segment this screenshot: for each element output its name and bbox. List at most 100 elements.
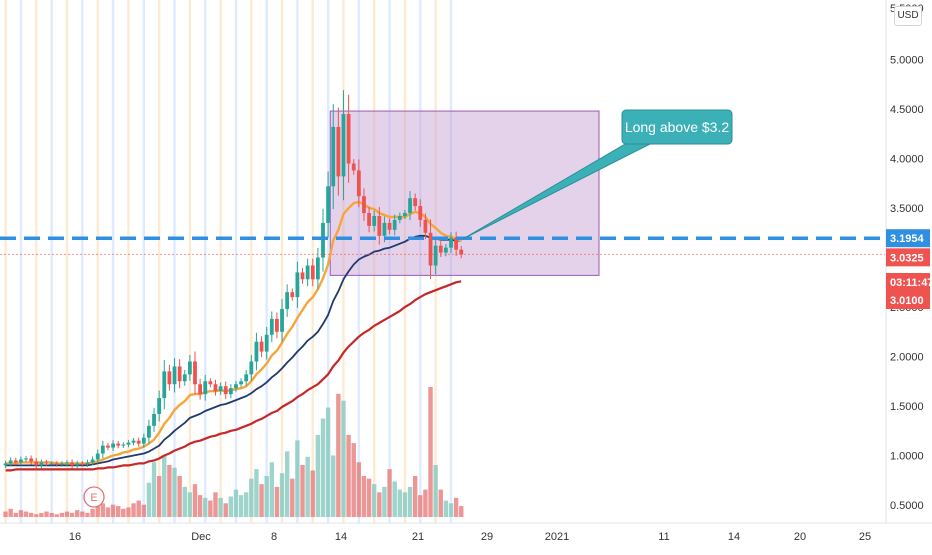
volume-bar bbox=[90, 508, 95, 517]
volume-bar bbox=[320, 418, 326, 517]
candle-body bbox=[239, 381, 243, 385]
volume-bar bbox=[223, 503, 228, 517]
session-stripe bbox=[234, 0, 238, 523]
candle-body bbox=[80, 463, 85, 465]
volume-bar bbox=[187, 492, 193, 517]
volume-bar bbox=[259, 484, 264, 517]
volume-bar bbox=[141, 504, 146, 517]
volume-bar bbox=[423, 489, 428, 517]
session-stripe bbox=[342, 0, 345, 523]
candle-body bbox=[336, 126, 341, 177]
candle-body bbox=[382, 222, 387, 236]
callout-box bbox=[621, 109, 733, 145]
candle-body bbox=[54, 463, 59, 465]
volume-bar bbox=[156, 475, 162, 517]
candle-body bbox=[193, 361, 197, 385]
volume-bar bbox=[254, 469, 259, 517]
candle-body bbox=[244, 374, 249, 382]
time-tick-label: 29 bbox=[481, 531, 493, 543]
price-tick-label: 4.5000 bbox=[890, 104, 924, 116]
volume-bar bbox=[110, 504, 116, 517]
time-tick-label: 14 bbox=[335, 531, 347, 543]
candle-body bbox=[403, 213, 407, 216]
volume-bar bbox=[402, 492, 408, 517]
candle-body bbox=[172, 366, 177, 385]
volume-bar bbox=[64, 511, 70, 517]
price-tick-label: 2.0000 bbox=[890, 352, 924, 364]
volume-bar bbox=[28, 512, 34, 517]
volume-bar bbox=[8, 508, 13, 517]
session-stripe bbox=[204, 0, 207, 523]
volume-bar bbox=[213, 492, 218, 517]
session-stripe bbox=[96, 0, 99, 523]
volume-bar bbox=[443, 500, 449, 517]
session-stripe bbox=[173, 0, 176, 523]
candle-body bbox=[213, 384, 218, 392]
session-stripe bbox=[19, 0, 23, 523]
countdown-tag-bg bbox=[886, 273, 930, 291]
candle-body bbox=[290, 292, 295, 298]
volume-bar bbox=[269, 462, 274, 517]
volume-bar bbox=[331, 455, 336, 517]
candle-body bbox=[264, 334, 269, 352]
candle-body bbox=[111, 443, 115, 448]
volume-bar bbox=[23, 511, 29, 517]
candle-body bbox=[295, 272, 300, 298]
volume-bar bbox=[459, 506, 464, 517]
candle-body bbox=[39, 462, 44, 466]
candle-body bbox=[44, 462, 49, 464]
volume-bar bbox=[448, 503, 454, 517]
volume-bar bbox=[346, 434, 351, 517]
candle-body bbox=[8, 460, 13, 464]
candle-body bbox=[13, 460, 18, 463]
volume-bar bbox=[44, 511, 49, 517]
candle-body bbox=[65, 462, 69, 464]
price-tick-label: 1.5000 bbox=[890, 401, 924, 413]
volume-bar bbox=[372, 484, 377, 517]
candle-body bbox=[131, 440, 136, 443]
candle-body bbox=[49, 463, 54, 465]
candle-body bbox=[346, 114, 351, 164]
price-tag-close-bg bbox=[886, 291, 930, 309]
currency-button[interactable]: USD bbox=[894, 6, 922, 26]
volume-bar bbox=[387, 469, 392, 517]
candle-body bbox=[234, 384, 238, 389]
session-stripe bbox=[111, 0, 115, 523]
ema-mid-line bbox=[5, 234, 462, 467]
time-tick-label: Dec bbox=[191, 531, 211, 543]
volume-bar bbox=[233, 489, 239, 517]
session-stripe bbox=[65, 0, 69, 523]
volume-bar bbox=[126, 507, 131, 517]
candle-body bbox=[126, 442, 131, 445]
candle-body bbox=[34, 461, 39, 466]
candle-body bbox=[59, 463, 64, 465]
volume-bar bbox=[397, 489, 402, 517]
price-tick-label: 1.0000 bbox=[890, 451, 924, 463]
candle-body bbox=[269, 318, 274, 335]
session-stripe bbox=[357, 0, 361, 523]
volume-bar bbox=[382, 486, 387, 517]
price-tick-label: 5.0000 bbox=[890, 55, 924, 67]
candle-body bbox=[433, 245, 438, 266]
candle-body bbox=[413, 198, 418, 207]
time-tick-label: 20 bbox=[794, 531, 806, 543]
volume-bar bbox=[438, 489, 443, 517]
price-tag-dashed: 3.1954 bbox=[890, 233, 925, 245]
candle-body bbox=[341, 114, 346, 177]
candle-body bbox=[228, 388, 233, 395]
candle-body bbox=[85, 462, 90, 465]
candle-body bbox=[367, 213, 371, 226]
candle-body bbox=[259, 341, 264, 352]
candle-body bbox=[423, 219, 428, 233]
volume-bar bbox=[249, 478, 254, 517]
candle-body bbox=[75, 463, 80, 466]
session-stripe bbox=[188, 0, 192, 523]
volume-bar bbox=[105, 507, 111, 517]
time-tick-label: 8 bbox=[271, 531, 277, 543]
candle-body bbox=[141, 437, 146, 444]
volume-bar bbox=[18, 510, 24, 517]
candle-body bbox=[310, 265, 315, 280]
candle-body bbox=[443, 247, 448, 253]
session-stripe bbox=[81, 0, 84, 523]
